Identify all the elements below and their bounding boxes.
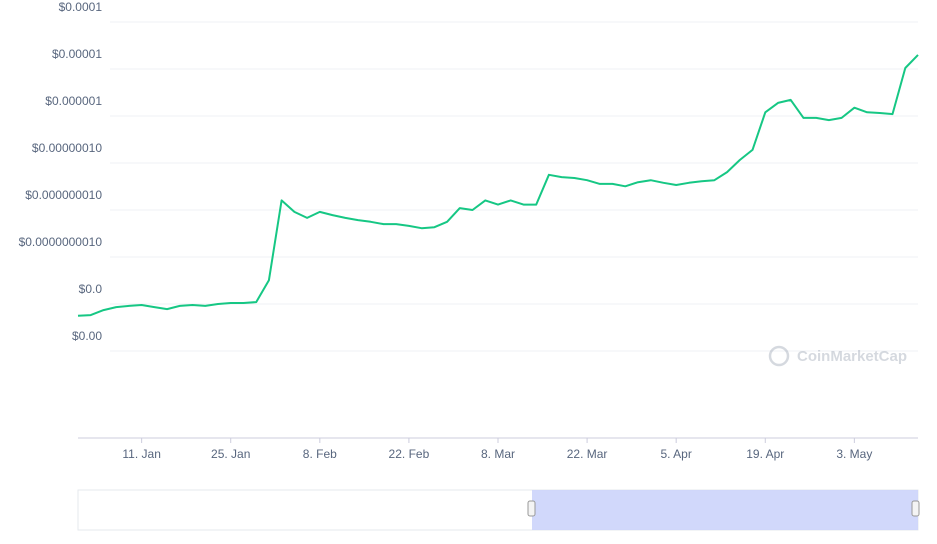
price-line xyxy=(77,54,919,317)
watermark-text: CoinMarketCap xyxy=(797,348,907,365)
y-tick-label: $0.000001 xyxy=(45,94,102,108)
navigator-selection[interactable] xyxy=(532,490,918,530)
x-tick-label: 8. Feb xyxy=(303,447,337,461)
navigator-handle[interactable] xyxy=(911,500,920,517)
y-tick-label: $0.00000010 xyxy=(32,141,102,155)
navigator-handle[interactable] xyxy=(527,500,536,517)
x-tick-label: 22. Mar xyxy=(567,447,608,461)
watermark-logo xyxy=(768,345,790,367)
x-tick-label: 11. Jan xyxy=(122,447,160,461)
y-tick-label: $0.0 xyxy=(79,282,103,296)
x-tick-label: 25. Jan xyxy=(211,447,250,461)
y-tick-label: $0.00001 xyxy=(52,47,102,61)
y-tick-label: $0.00 xyxy=(72,329,102,343)
x-tick-label: 19. Apr xyxy=(746,447,784,461)
x-tick-label: 22. Feb xyxy=(389,447,430,461)
y-tick-label: $0.0001 xyxy=(59,0,103,14)
x-tick-label: 8. Mar xyxy=(481,447,515,461)
y-tick-label: $0.0000000010 xyxy=(19,235,103,249)
watermark: CoinMarketCap xyxy=(768,345,907,367)
x-tick-label: 3. May xyxy=(836,447,872,461)
x-tick-label: 5. Apr xyxy=(661,447,692,461)
y-tick-label: $0.000000010 xyxy=(25,188,102,202)
